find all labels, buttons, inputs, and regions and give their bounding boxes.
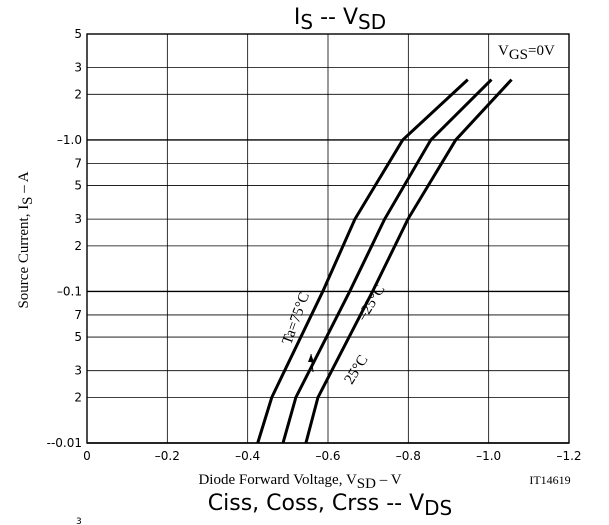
condition-annotation: VGS=0V [498, 43, 555, 63]
ann-part: V [498, 43, 509, 59]
label-part: Diode Forward Voltage, V [198, 472, 356, 488]
next-chart-title: Ciss, Coss, Crss -- VDS [208, 491, 452, 520]
title-part: -- V [313, 5, 358, 30]
title-part: Ciss, Coss, Crss -- V [208, 491, 424, 516]
label-part: – A [16, 171, 32, 196]
chart-title: IS -- VSD [294, 5, 386, 34]
y-tick-label: 2 [74, 239, 82, 253]
title-sub: SD [358, 10, 386, 34]
y-tick-label: --0.01 [47, 436, 82, 450]
y-axis-label: Source Current, IS – A [16, 171, 36, 308]
x-tick-label: –0.2 [155, 449, 180, 463]
series-label: 25°C [342, 352, 372, 387]
y-tick-label: 7 [74, 308, 82, 322]
series-label: –25°C [354, 282, 389, 324]
label-sub: S [20, 196, 36, 204]
title-sub: DS [424, 496, 452, 520]
x-axis-label: Diode Forward Voltage, VSD – V [198, 472, 401, 492]
title-sub: S [300, 10, 313, 34]
data-line [304, 78, 513, 444]
y-tick-label: 3 [74, 364, 82, 378]
figure-id: IT14619 [529, 473, 570, 487]
y-tick-label: 2 [74, 87, 82, 101]
y-tick-label: 3 [74, 212, 82, 226]
label-sub: SD [357, 476, 376, 492]
x-tick-label: –1.2 [556, 449, 581, 463]
y-tick-label: –0.1 [57, 284, 82, 298]
arrow-head [308, 354, 314, 362]
y-tick-label: 5 [74, 330, 82, 344]
label-part: Source Current, I [16, 205, 32, 309]
x-tick-label: –0.6 [315, 449, 340, 463]
y-tick-label: 7 [74, 156, 82, 170]
data-line [281, 78, 493, 444]
next-chart-tick: 3 [76, 517, 82, 525]
x-tick-label: –0.4 [235, 449, 260, 463]
x-tick-label: –0.8 [396, 449, 421, 463]
title-part: I [294, 5, 301, 30]
series-label: Ta=75°C [279, 290, 313, 346]
x-tick-label: 0 [83, 449, 91, 463]
plot-frame [86, 33, 570, 444]
y-tick-label: –1.0 [57, 133, 82, 147]
y-tick-label: 5 [74, 179, 82, 193]
x-tick-label: –1.0 [476, 449, 501, 463]
ann-sub: GS [509, 47, 528, 63]
y-tick-label: 2 [74, 390, 82, 404]
ann-part: =0V [528, 43, 555, 59]
data-line [256, 78, 469, 444]
label-part: – V [376, 472, 402, 488]
y-tick-label: 5 [74, 27, 82, 41]
y-tick-label: 3 [74, 61, 82, 75]
